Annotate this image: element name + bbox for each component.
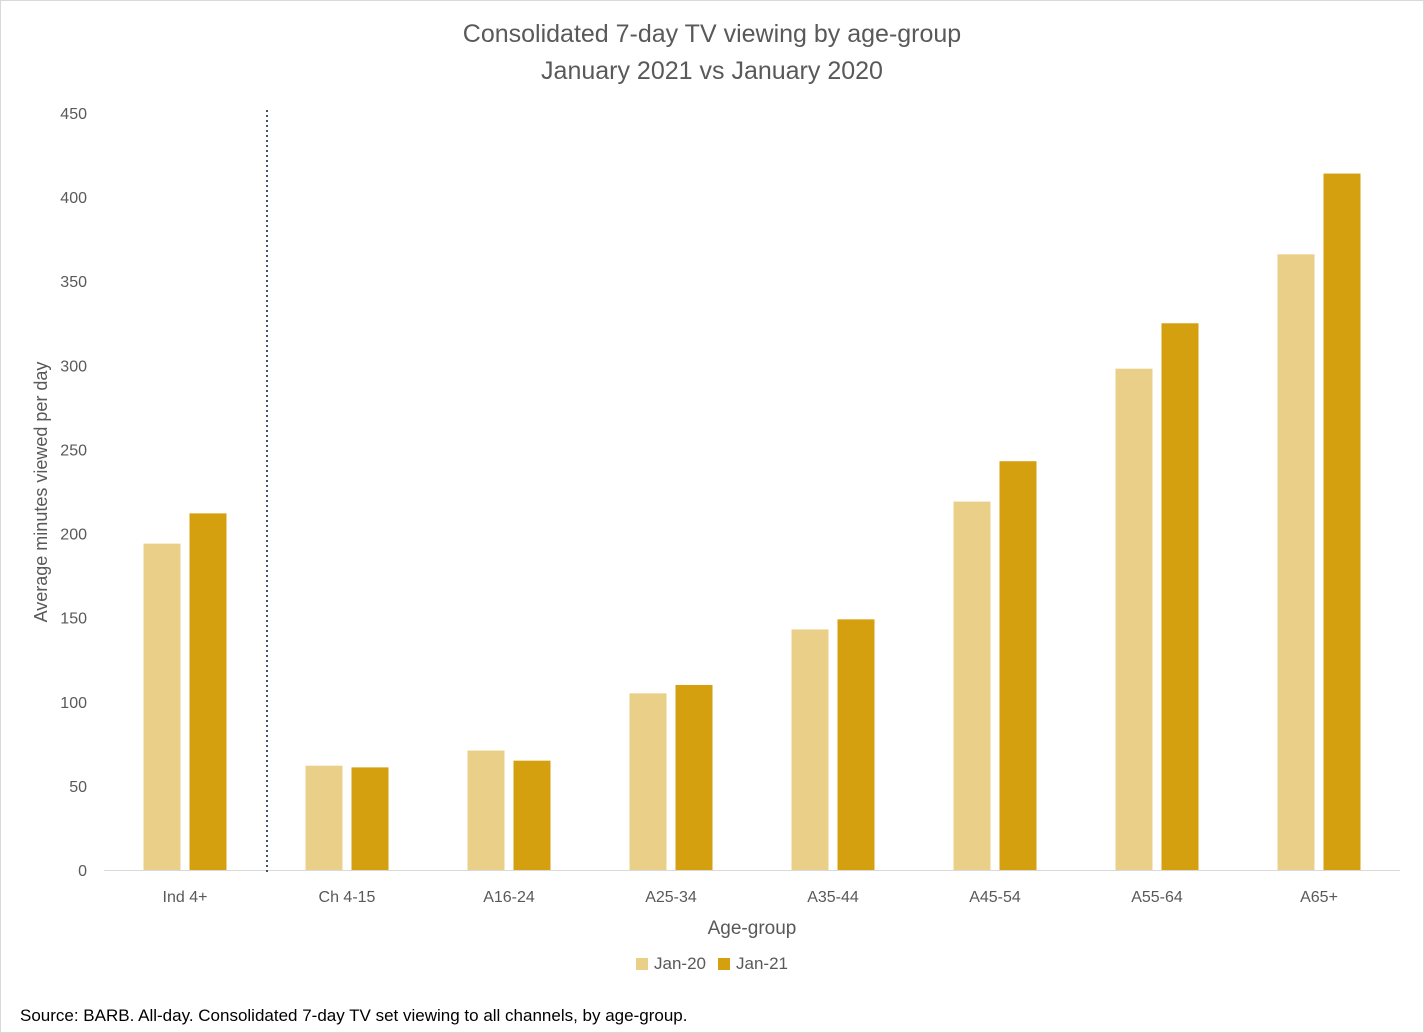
y-tick-label: 300 <box>60 358 87 375</box>
bar-jan-20-ind-4- <box>143 543 181 870</box>
legend-label: Jan-20 <box>654 954 706 973</box>
legend-item-jan-20: Jan-20 <box>636 954 706 974</box>
chart-subtitle: January 2021 vs January 2020 <box>541 57 883 85</box>
x-axis-title: Age-group <box>708 918 797 939</box>
x-tick-label: A55-64 <box>1131 889 1183 906</box>
y-tick-label: 450 <box>60 106 87 123</box>
x-tick-label: A16-24 <box>483 889 535 906</box>
y-axis-title: Average minutes viewed per day <box>31 362 51 623</box>
y-tick-label: 100 <box>60 695 87 712</box>
x-tick-label: Ch 4-15 <box>319 889 376 906</box>
y-tick-label: 150 <box>60 611 87 628</box>
bar-jan-20-a16-24 <box>467 750 505 870</box>
bar-jan-21-a45-54 <box>999 461 1037 870</box>
bar-jan-21-a65- <box>1323 173 1361 870</box>
bar-jan-21-ch-4-15 <box>351 767 389 870</box>
bar-jan-21-a55-64 <box>1161 323 1199 870</box>
x-tick-label: A65+ <box>1300 889 1338 906</box>
legend-swatch <box>718 958 730 970</box>
chart-title: Consolidated 7-day TV viewing by age-gro… <box>462 20 962 48</box>
legend-label: Jan-21 <box>736 954 788 973</box>
y-tick-label: 350 <box>60 274 87 291</box>
legend: Jan-20 Jan-21 <box>0 954 1424 974</box>
bar-jan-20-a25-34 <box>629 693 667 870</box>
y-tick-label: 0 <box>78 863 87 880</box>
bar-jan-20-a65- <box>1277 254 1315 871</box>
legend-swatch <box>636 958 649 970</box>
bar-jan-21-ind-4- <box>189 513 227 870</box>
bar-jan-21-a25-34 <box>675 684 713 870</box>
x-tick-label: A35-44 <box>807 889 859 906</box>
bar-jan-21-a16-24 <box>513 760 551 870</box>
bar-jan-21-a35-44 <box>837 619 875 870</box>
bar-jan-20-a35-44 <box>791 629 829 870</box>
x-tick-label: A25-34 <box>645 889 697 906</box>
y-tick-label: 250 <box>60 442 87 459</box>
bar-jan-20-a45-54 <box>953 501 991 870</box>
bar-jan-20-ch-4-15 <box>305 765 343 870</box>
source-note: Source: BARB. All-day. Consolidated 7-da… <box>20 1006 688 1025</box>
x-tick-label: A45-54 <box>969 889 1021 906</box>
x-tick-label: Ind 4+ <box>163 889 208 906</box>
y-tick-label: 400 <box>60 190 87 207</box>
bar-jan-20-a55-64 <box>1115 368 1153 870</box>
legend-item-jan-21: Jan-21 <box>718 954 788 974</box>
y-tick-label: 200 <box>60 527 87 544</box>
y-tick-label: 50 <box>69 779 87 796</box>
